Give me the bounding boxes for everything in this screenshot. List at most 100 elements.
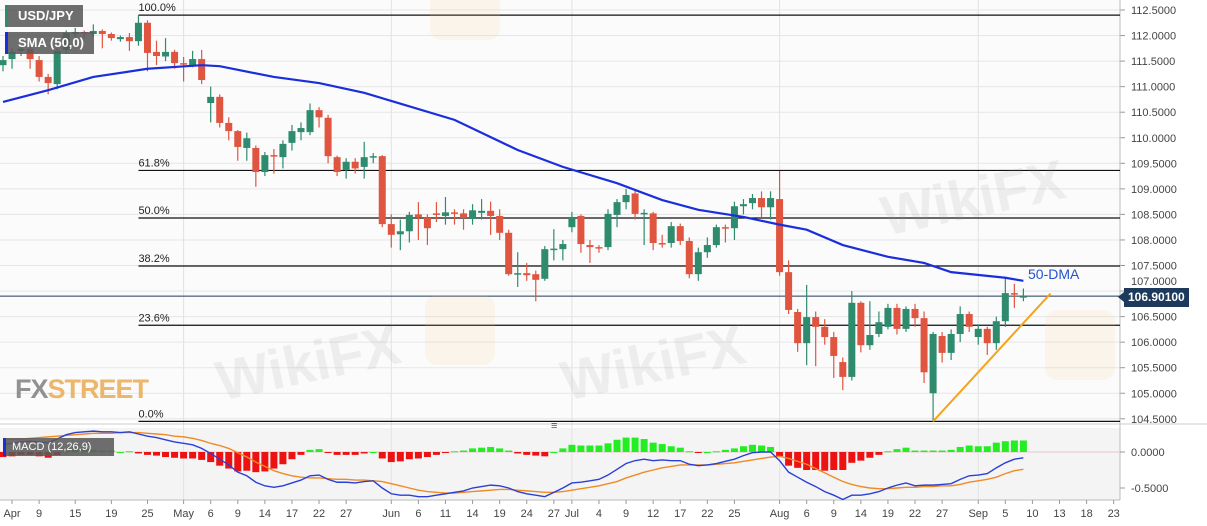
x-tick-label: 24 (521, 508, 533, 520)
candle-body (974, 328, 982, 338)
histogram-bar (839, 452, 847, 470)
legend-sma[interactable]: SMA (50,0) (5, 32, 94, 54)
x-tick-label: 11 (440, 508, 451, 520)
y-tick-label: 110.5000 (1131, 107, 1176, 119)
candle-body (288, 131, 296, 143)
x-tick-label: 19 (494, 508, 506, 520)
histogram-bar (1019, 440, 1027, 452)
candle-body (252, 147, 260, 172)
candle (568, 211, 576, 233)
drag-handle-icon[interactable]: ≡ (551, 420, 558, 432)
candle-body (631, 193, 639, 214)
candle-body (432, 213, 440, 215)
histogram-bar (721, 449, 729, 452)
histogram-bar (803, 452, 811, 470)
candle (143, 20, 151, 72)
y-tick-label: 106.5000 (1131, 312, 1177, 324)
histogram-bar (189, 452, 197, 459)
candle (758, 191, 766, 217)
candle (270, 148, 278, 174)
candle (550, 229, 558, 261)
candle-body (577, 215, 585, 245)
watermark-logo (1045, 310, 1115, 380)
candle-body (938, 336, 946, 353)
histogram-bar (225, 452, 233, 469)
candle (577, 214, 585, 253)
candle (965, 311, 973, 332)
candle (685, 237, 693, 279)
candle-body (739, 204, 747, 207)
candle (658, 234, 666, 248)
histogram-bar (866, 452, 874, 458)
histogram-bar (857, 452, 865, 461)
candle (956, 306, 964, 343)
candle (369, 153, 377, 164)
candle (875, 311, 883, 338)
x-tick-label: 9 (235, 508, 241, 520)
histogram-bar (703, 452, 711, 453)
histogram-bar (974, 446, 982, 452)
candle (0, 55, 7, 72)
candle (523, 262, 531, 281)
histogram-bar (568, 444, 576, 452)
candle (532, 270, 540, 302)
candle (487, 201, 495, 235)
histogram-bar (234, 452, 242, 472)
histogram-bar (1001, 441, 1009, 452)
histogram-bar (405, 452, 413, 460)
histogram-bar (983, 446, 991, 452)
candle (1019, 288, 1027, 302)
legend-macd[interactable]: MACD (12,26,9) (3, 438, 114, 456)
candle (107, 32, 115, 41)
candle (622, 188, 630, 210)
y-tick-label: 112.0000 (1131, 31, 1176, 43)
candle (631, 189, 639, 220)
candle-body (911, 308, 919, 319)
histogram-bar (685, 451, 693, 453)
candle-body (405, 214, 413, 232)
candle-body (460, 213, 468, 218)
candle-body (866, 334, 874, 346)
y-tick-label: 109.5000 (1131, 158, 1177, 170)
candle-body (207, 96, 215, 104)
macd-plot-area (0, 428, 1120, 500)
histogram-bar (116, 452, 124, 453)
candle (469, 204, 477, 225)
histogram-bar (134, 452, 142, 454)
candle-body (758, 198, 766, 208)
candle-body (8, 51, 16, 60)
histogram-bar (956, 446, 964, 452)
candle (496, 209, 504, 240)
histogram-bar (441, 452, 449, 453)
histogram-bar (387, 452, 395, 463)
candle-body (830, 337, 838, 356)
candle (721, 224, 729, 243)
histogram-bar (451, 451, 458, 453)
histogram-bar (487, 446, 495, 452)
candle-body (171, 51, 179, 64)
histogram-bar (505, 450, 513, 452)
candle-body (568, 216, 576, 228)
x-tick-label: 25 (141, 508, 153, 520)
candle (667, 222, 675, 248)
candle-body (234, 131, 242, 147)
candle (739, 199, 747, 215)
histogram-bar (965, 445, 973, 452)
histogram-bar (794, 452, 802, 468)
candle (785, 260, 793, 315)
histogram-bar (180, 452, 188, 459)
x-tick-label: 22 (701, 508, 713, 520)
histogram-bar (514, 452, 522, 454)
candle-body (44, 76, 52, 84)
x-tick-label: 9 (623, 508, 629, 520)
candle (676, 223, 684, 246)
legend-symbol[interactable]: USD/JPY (5, 5, 83, 27)
histogram-bar (496, 448, 504, 452)
fib-level-label: 100.0% (138, 2, 176, 14)
candle-body (956, 314, 964, 334)
candle-body (487, 210, 495, 216)
y-tick-label: 104.5000 (1131, 414, 1177, 426)
candle (902, 306, 910, 332)
candle-body (441, 212, 449, 216)
